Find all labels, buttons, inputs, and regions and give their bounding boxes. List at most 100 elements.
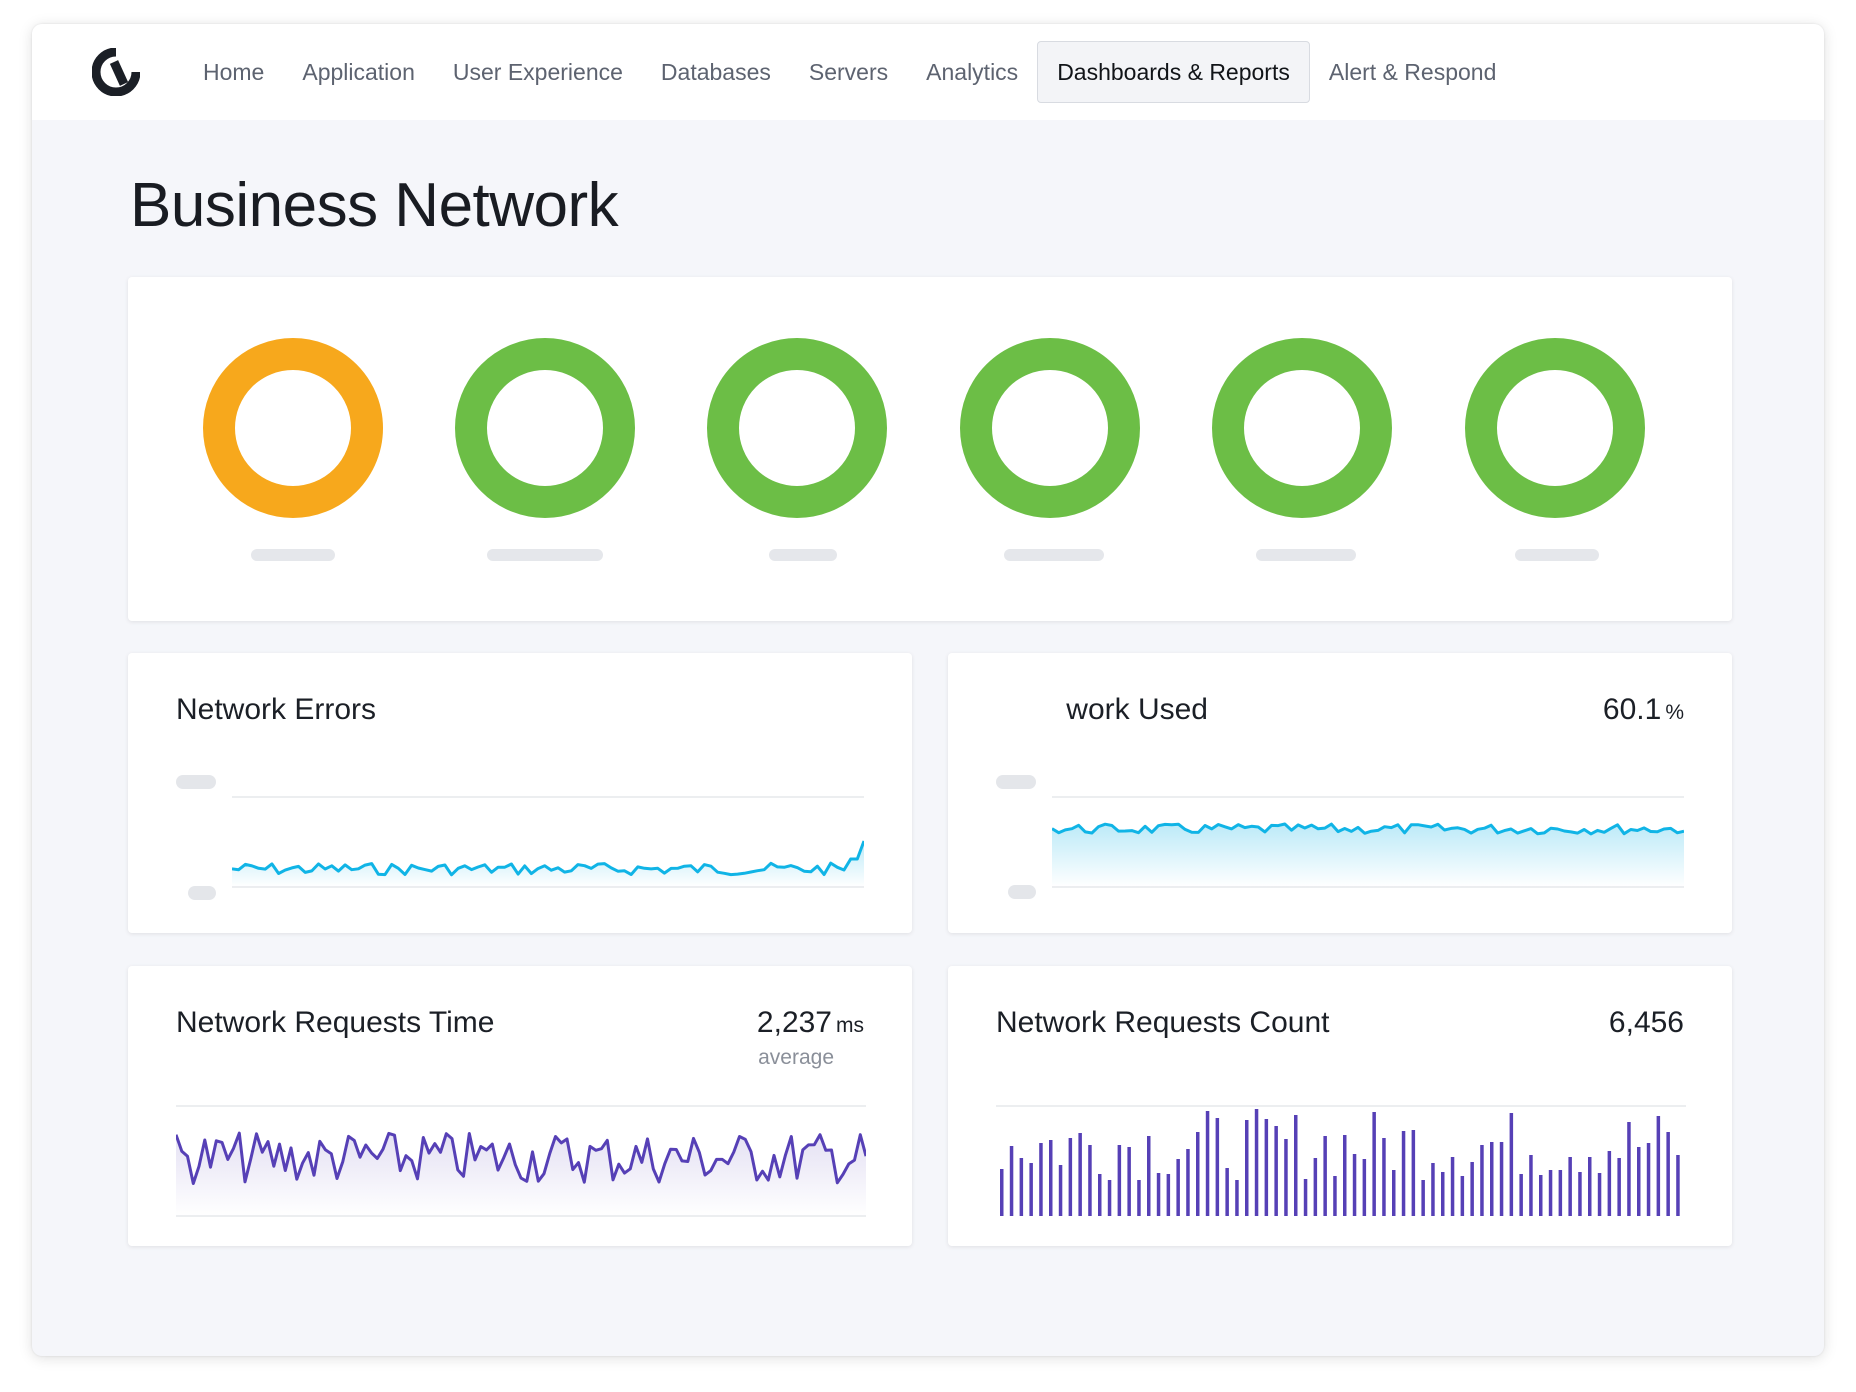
count-bar bbox=[1147, 1136, 1151, 1216]
axis-label-placeholder bbox=[1008, 885, 1036, 899]
ring-label-placeholder bbox=[487, 549, 603, 561]
count-bar bbox=[1078, 1133, 1082, 1216]
nav-user-experience[interactable]: User Experience bbox=[452, 58, 623, 85]
count-bar bbox=[1215, 1118, 1220, 1216]
count-bar bbox=[1548, 1170, 1553, 1216]
card-value: 2,237 ms bbox=[756, 1006, 864, 1039]
count-bar bbox=[1303, 1179, 1308, 1216]
network-used-card[interactable]: work Used 60.1% bbox=[948, 653, 1732, 933]
count-bar bbox=[1058, 1165, 1063, 1216]
card-subtitle: average bbox=[758, 1046, 834, 1069]
status-ring[interactable] bbox=[707, 338, 887, 518]
count-bar bbox=[1068, 1138, 1073, 1216]
count-bar bbox=[1313, 1158, 1318, 1216]
count-bar bbox=[1333, 1176, 1337, 1216]
count-bar bbox=[1049, 1140, 1053, 1216]
count-bar bbox=[1607, 1151, 1612, 1216]
nav-dashboards-reports[interactable]: Dashboards & Reports bbox=[1037, 41, 1310, 103]
ring-label-placeholder bbox=[251, 549, 335, 561]
count-bar bbox=[1039, 1143, 1043, 1216]
count-bar bbox=[1558, 1170, 1563, 1216]
count-bar bbox=[1235, 1180, 1239, 1216]
count-bar bbox=[1578, 1172, 1582, 1216]
nav-analytics[interactable]: Analytics bbox=[926, 58, 1019, 85]
requests-time-sparkline bbox=[176, 1105, 866, 1217]
ring-label-placeholder bbox=[1004, 549, 1104, 561]
count-bar bbox=[1490, 1142, 1494, 1216]
count-bar bbox=[1098, 1174, 1102, 1216]
count-bar bbox=[1627, 1122, 1631, 1216]
count-bar bbox=[1088, 1145, 1092, 1216]
count-bar bbox=[1646, 1143, 1651, 1216]
count-bar bbox=[1264, 1119, 1269, 1216]
status-ring[interactable] bbox=[1465, 338, 1645, 518]
card-title: work Used bbox=[1066, 693, 1208, 726]
count-bar bbox=[1352, 1154, 1357, 1216]
count-bar bbox=[1245, 1120, 1249, 1216]
status-ring[interactable] bbox=[203, 338, 383, 518]
count-bar bbox=[1392, 1170, 1396, 1216]
nav-servers[interactable]: Servers bbox=[808, 58, 889, 85]
count-bar bbox=[1656, 1116, 1661, 1216]
count-bar bbox=[1588, 1157, 1592, 1216]
count-bar bbox=[1470, 1162, 1474, 1216]
nav-application[interactable]: Application bbox=[302, 58, 415, 85]
count-bar bbox=[1597, 1173, 1602, 1216]
count-bar bbox=[1254, 1109, 1259, 1216]
requests-count-bar-chart bbox=[996, 1105, 1686, 1216]
nav-alert-respond[interactable]: Alert & Respond bbox=[1328, 58, 1497, 85]
top-navigation: Home Application User Experience Databas… bbox=[32, 24, 1824, 120]
requests-time-card[interactable]: Network Requests Time 2,237 ms average bbox=[128, 966, 912, 1246]
count-bar bbox=[1509, 1113, 1514, 1216]
count-bar bbox=[1019, 1158, 1024, 1216]
count-bar bbox=[1176, 1159, 1180, 1216]
count-bar bbox=[1029, 1163, 1033, 1216]
count-bar bbox=[1637, 1147, 1641, 1216]
axis-label-placeholder bbox=[188, 886, 216, 900]
count-bar bbox=[1421, 1180, 1425, 1216]
card-value: 6,456 bbox=[1608, 1006, 1684, 1039]
requests-count-card[interactable]: Network Requests Count 6,456 bbox=[948, 966, 1732, 1246]
ring-label-placeholder bbox=[769, 549, 837, 561]
axis-label-placeholder bbox=[996, 775, 1036, 789]
nav-home[interactable]: Home bbox=[203, 58, 265, 85]
status-ring[interactable] bbox=[1212, 338, 1392, 518]
count-bar bbox=[1460, 1176, 1465, 1216]
series-line bbox=[1052, 822, 1684, 836]
nav-menu: Home Application User Experience Databas… bbox=[184, 40, 1515, 104]
area-fill bbox=[232, 841, 864, 887]
count-bar bbox=[1362, 1159, 1367, 1216]
count-bar bbox=[1117, 1145, 1122, 1216]
status-card bbox=[128, 277, 1732, 621]
series-line bbox=[176, 1131, 866, 1185]
brand-logo-icon[interactable] bbox=[92, 48, 140, 96]
count-bar bbox=[1372, 1112, 1376, 1216]
count-bar bbox=[1127, 1147, 1131, 1216]
app-window: Home Application User Experience Databas… bbox=[32, 24, 1824, 1356]
count-bar bbox=[1431, 1163, 1435, 1216]
count-bar bbox=[1441, 1172, 1445, 1216]
status-ring[interactable] bbox=[960, 338, 1140, 518]
count-bar bbox=[1568, 1157, 1572, 1216]
count-bar bbox=[1666, 1132, 1670, 1216]
nav-databases[interactable]: Databases bbox=[660, 58, 771, 85]
axis-label-placeholder bbox=[176, 775, 216, 789]
page-title: Business Network bbox=[130, 171, 619, 240]
count-bar bbox=[1000, 1169, 1004, 1216]
count-bar bbox=[1529, 1155, 1533, 1216]
count-bar bbox=[1274, 1126, 1278, 1216]
count-bar bbox=[1166, 1174, 1171, 1216]
count-bar bbox=[1617, 1158, 1621, 1216]
count-bar bbox=[1156, 1173, 1161, 1216]
network-errors-card[interactable]: Network Errors bbox=[128, 653, 912, 933]
area-fill bbox=[1052, 824, 1684, 887]
status-ring[interactable] bbox=[455, 338, 635, 518]
card-title: Network Requests Count bbox=[996, 1006, 1330, 1039]
count-bar bbox=[1411, 1130, 1416, 1216]
count-bar bbox=[1225, 1168, 1229, 1216]
ring-label-placeholder bbox=[1256, 549, 1356, 561]
count-bar bbox=[1009, 1146, 1014, 1216]
count-bar bbox=[1323, 1136, 1327, 1216]
count-bar bbox=[1294, 1115, 1298, 1216]
series-line bbox=[232, 840, 864, 877]
